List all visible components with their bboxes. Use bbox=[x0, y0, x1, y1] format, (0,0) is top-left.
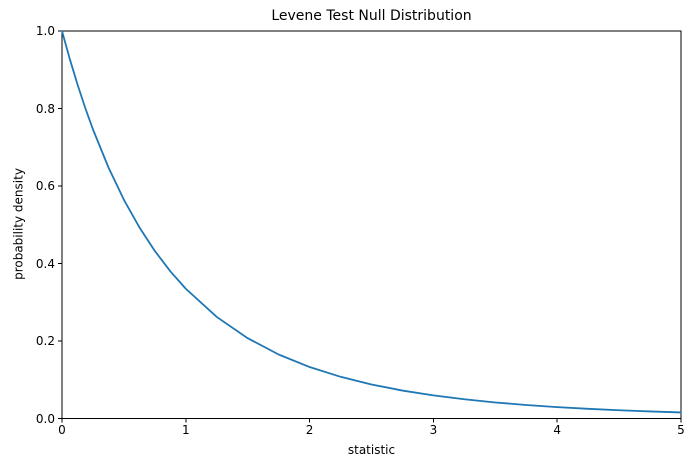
axis-ticks bbox=[58, 30, 682, 423]
y-tick-label: 0.2 bbox=[35, 334, 55, 348]
x-axis-label: statistic bbox=[347, 443, 396, 457]
axes-spines bbox=[61, 30, 682, 419]
axes-box bbox=[61, 30, 682, 419]
x-tick-label: 5 bbox=[677, 423, 685, 437]
y-tick-label: 0.4 bbox=[35, 256, 55, 271]
y-tick-label: 0.8 bbox=[35, 101, 55, 116]
y-tick-label: 0.0 bbox=[35, 411, 55, 426]
y-tick-label: 1.0 bbox=[35, 24, 55, 38]
x-tick-label: 2 bbox=[305, 423, 314, 437]
x-tick-label: 3 bbox=[429, 423, 438, 437]
density-curve bbox=[61, 30, 682, 414]
y-tick-label: 0.6 bbox=[35, 179, 55, 193]
x-tick-label: 4 bbox=[553, 423, 561, 437]
x-tick-label: 0 bbox=[58, 423, 66, 437]
x-tick-label: 1 bbox=[181, 423, 190, 437]
chart-title: Levene Test Null Distribution bbox=[271, 8, 472, 24]
